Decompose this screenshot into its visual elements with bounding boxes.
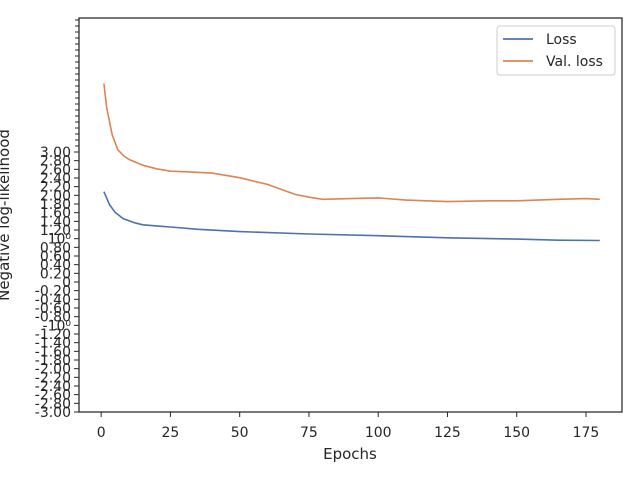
x-axis-label: Epochs (323, 445, 377, 463)
series-line (103, 191, 600, 242)
y-tick-label: -0.60 (35, 301, 71, 317)
y-tick-label: -2.20 (35, 370, 71, 386)
y-tick-label: 1.60 (40, 206, 71, 222)
y-tick-label: 0.60 (40, 249, 71, 265)
y-tick-label: -0.40 (35, 292, 71, 308)
y-tick-label: 0 (62, 275, 71, 291)
y-tick-label: -2.80 (35, 396, 71, 412)
y-axis-label: Negative log-likelihood (0, 129, 13, 301)
x-tick-label: 75 (300, 425, 318, 441)
series-group (103, 83, 600, 242)
y-tick-label: 2.60 (40, 162, 71, 178)
y-tick-label: 3.00 (40, 145, 71, 161)
legend: Loss Val. loss (496, 25, 616, 76)
x-tick-label: 25 (162, 425, 180, 441)
series-line (103, 83, 600, 203)
x-tick-label: 150 (503, 425, 530, 441)
y-tick-label: 2.20 (40, 180, 71, 196)
y-tick-label: 10⁰ (48, 232, 72, 248)
y-tick-label: -1.20 (35, 327, 71, 343)
y-tick-label: 2.00 (40, 188, 71, 204)
x-axis: 0 25 50 75 100 125 150 175 (97, 412, 600, 441)
y-tick-label: 2.40 (40, 171, 71, 187)
y-tick-label: 1.80 (40, 197, 71, 213)
y-tick-label: -1.60 (35, 344, 71, 360)
y-tick-label: -2.00 (35, 362, 71, 378)
plot-frame (78, 17, 623, 413)
y-tick-label: -10⁰ (43, 318, 72, 334)
y-tick-label: -0.80 (35, 310, 71, 326)
x-tick-label: 0 (97, 425, 106, 441)
y-tick-label: 0.20 (40, 266, 71, 282)
legend-label: Val. loss (546, 54, 603, 70)
y-tick-label: -2.40 (35, 379, 71, 395)
y-tick-label: 0.80 (40, 240, 71, 256)
x-tick-label: 100 (365, 425, 392, 441)
y-tick-label: -2.60 (35, 388, 71, 404)
y-tick-label: -1.80 (35, 353, 71, 369)
x-tick-label: 175 (573, 425, 600, 441)
y-tick-label: -1.40 (35, 336, 71, 352)
y-tick-label: -3.00 (35, 405, 71, 421)
y-tick-label: 2.80 (40, 154, 71, 170)
y-tick-label: -0.20 (35, 284, 71, 300)
x-tick-label: 50 (231, 425, 249, 441)
y-tick-label: 0.40 (40, 258, 71, 274)
y-axis: -3.00-2.80-2.60-2.40-2.20-2.00-1.80-1.60… (35, 19, 79, 421)
legend-label: Loss (546, 32, 577, 48)
y-tick-label: 1.40 (40, 214, 71, 230)
y-tick-label: 1.20 (40, 223, 71, 239)
x-tick-label: 125 (434, 425, 461, 441)
